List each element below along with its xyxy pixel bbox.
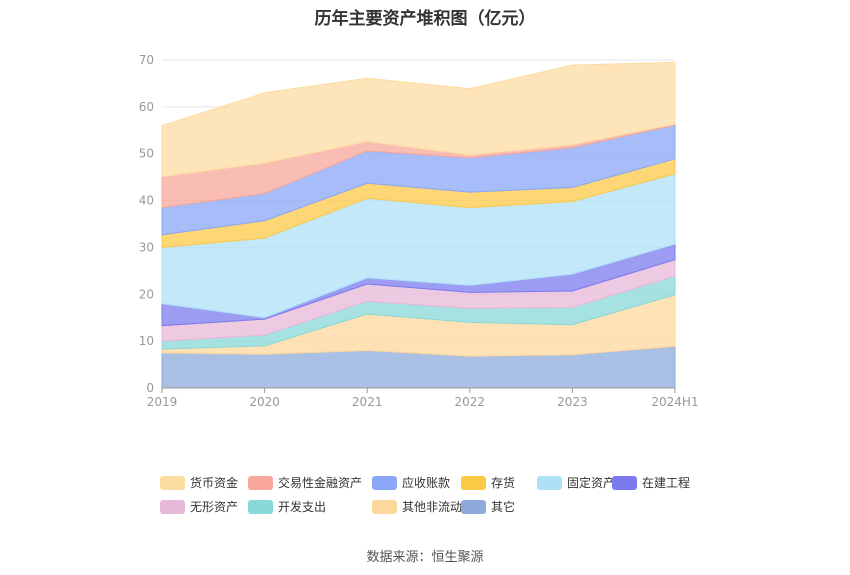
legend-swatch — [461, 500, 486, 514]
y-tick-label: 10 — [139, 334, 154, 348]
x-tick-label: 2021 — [352, 395, 383, 409]
legend-label: 固定资产 — [567, 475, 615, 490]
y-tick-label: 70 — [139, 53, 154, 67]
y-tick-label: 60 — [139, 100, 154, 114]
legend-swatch — [248, 500, 273, 514]
x-tick-label: 2020 — [249, 395, 280, 409]
x-tick-label: 2024H1 — [651, 395, 698, 409]
legend-swatch — [160, 500, 185, 514]
legend-label: 应收账款 — [402, 475, 450, 490]
legend-item[interactable]: 固定资产 — [537, 475, 615, 490]
x-tick-label: 2023 — [557, 395, 588, 409]
legend-label: 在建工程 — [642, 475, 690, 490]
legend-label: 开发支出 — [278, 499, 326, 514]
x-tick-label: 2019 — [147, 395, 178, 409]
legend-swatch — [537, 476, 562, 490]
legend-swatch — [461, 476, 486, 490]
legend-item[interactable]: 货币资金 — [160, 475, 238, 490]
legend-item[interactable]: 在建工程 — [612, 475, 690, 490]
legend-swatch — [612, 476, 637, 490]
y-tick-label: 0 — [146, 381, 154, 395]
x-tick-label: 2022 — [455, 395, 486, 409]
legend-label: 其它 — [491, 499, 515, 514]
legend-item[interactable]: 开发支出 — [248, 499, 326, 514]
legend-swatch — [160, 476, 185, 490]
area-series-group — [161, 61, 676, 389]
y-tick-label: 30 — [139, 240, 154, 254]
source-note: 数据来源：恒生聚源 — [366, 550, 484, 565]
legend-label: 存货 — [491, 475, 515, 490]
chart-title: 历年主要资产堆积图（亿元） — [314, 9, 536, 29]
legend-swatch — [372, 500, 397, 514]
y-tick-label: 20 — [139, 287, 154, 301]
y-tick-label: 50 — [139, 147, 154, 161]
legend-swatch — [372, 476, 397, 490]
legend-label: 货币资金 — [190, 475, 238, 490]
axes: 0 10 20 30 40 50 60 70 2019 2020 2021 2022 2023 2024H… — [139, 53, 699, 409]
y-tick-label: 40 — [139, 194, 154, 208]
legend-item[interactable]: 无形资产 — [160, 500, 238, 514]
legend-item[interactable]: 其它 — [461, 499, 515, 514]
legend-item[interactable]: 应收账款 — [372, 475, 450, 490]
area-series — [161, 61, 676, 178]
legend-label: 无形资产 — [190, 500, 238, 514]
legend-swatch — [248, 476, 273, 490]
legend-item[interactable]: 交易性金融资产 — [248, 475, 362, 490]
legend-label: 交易性金融资产 — [278, 475, 362, 490]
legend-item[interactable]: 存货 — [461, 475, 515, 490]
